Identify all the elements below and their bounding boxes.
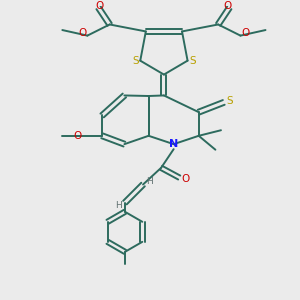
Text: S: S bbox=[226, 96, 233, 106]
Text: O: O bbox=[181, 174, 190, 184]
Text: H: H bbox=[116, 201, 122, 210]
Text: S: S bbox=[132, 56, 139, 66]
Text: N: N bbox=[169, 139, 178, 149]
Text: O: O bbox=[241, 28, 250, 38]
Text: H: H bbox=[146, 177, 152, 186]
Text: O: O bbox=[96, 2, 104, 11]
Text: S: S bbox=[189, 56, 196, 66]
Text: O: O bbox=[224, 2, 232, 11]
Text: O: O bbox=[73, 131, 81, 141]
Text: O: O bbox=[78, 28, 86, 38]
